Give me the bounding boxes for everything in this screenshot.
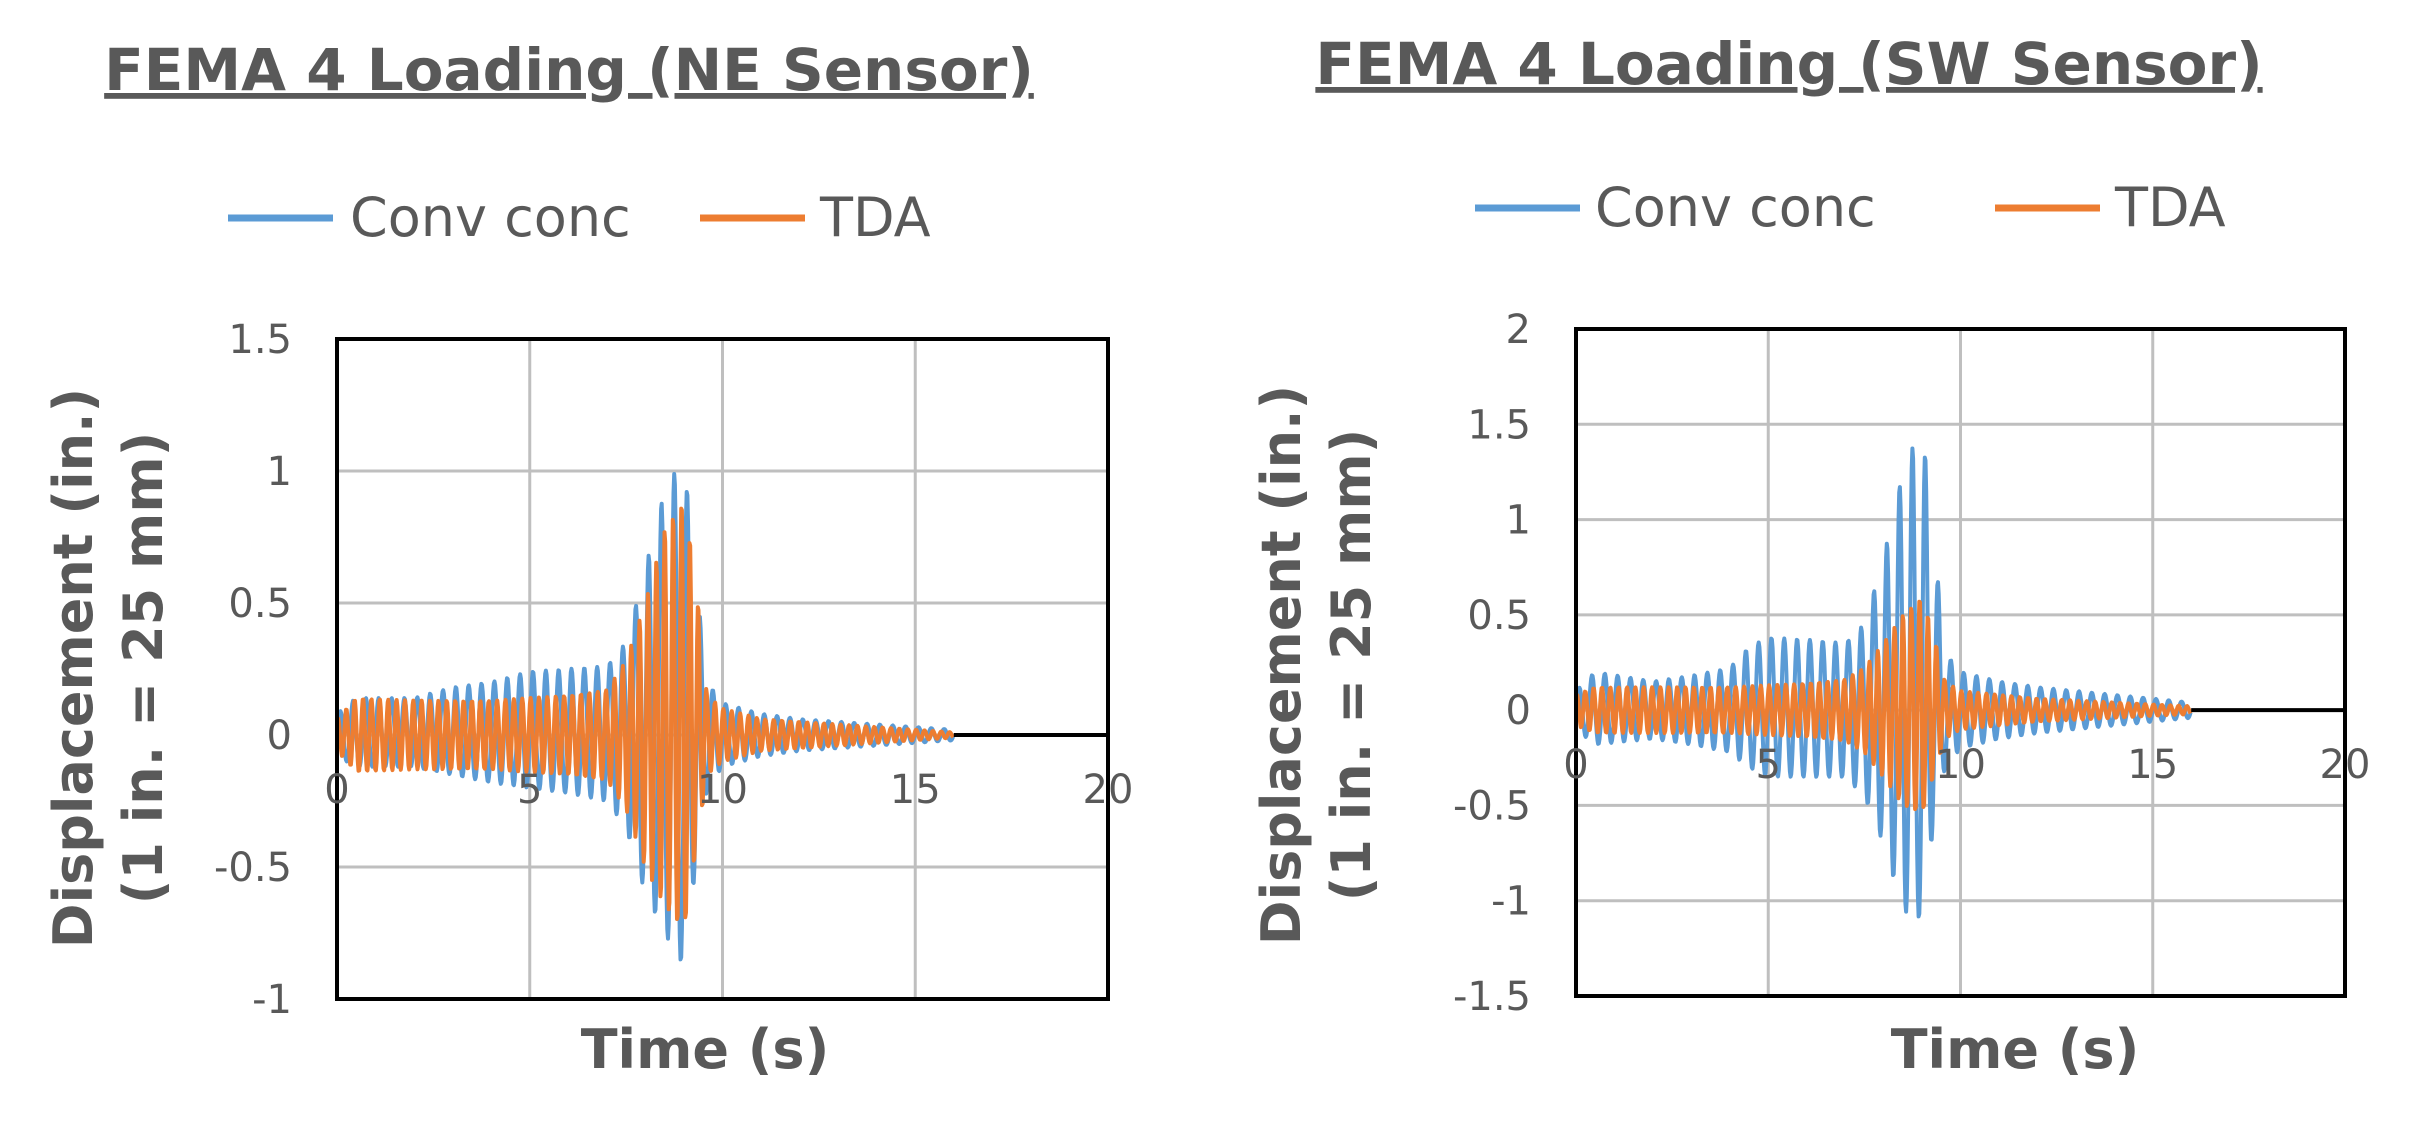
x-axis-title: Time (s): [1891, 1018, 2140, 1081]
chart-title: FEMA 4 Loading (SW Sensor): [1315, 30, 2262, 98]
y-axis-title-line1: Displacement (in.): [42, 388, 105, 949]
x-tick-label: 10: [1935, 742, 1986, 788]
y-axis-ticks: -1.5 -1 -0.5 0 0.5 1 1.5 2: [1453, 307, 1531, 1020]
series-line-tda: [335, 506, 955, 921]
y-tick-label: 0: [1506, 688, 1531, 734]
y-tick-label: 2: [1506, 307, 1531, 353]
y-tick-label: 1: [267, 449, 292, 495]
legend-label-tda: TDA: [819, 186, 931, 249]
x-tick-label: 20: [2320, 742, 2371, 788]
legend: Conv conc TDA: [1475, 176, 2226, 239]
y-axis-title-line2: (1 in. = 25 mm): [112, 432, 175, 905]
gridlines: [1574, 327, 2347, 998]
y-tick-label: 0.5: [1467, 593, 1531, 639]
y-tick-label: 0: [267, 713, 292, 759]
chart-panel-ne-sensor: FEMA 4 Loading (NE Sensor) Conv conc TDA…: [0, 0, 1200, 1122]
x-tick-label: 15: [890, 767, 941, 813]
chart-title: FEMA 4 Loading (NE Sensor): [104, 36, 1034, 104]
y-axis-title-line1: Displacement (in.): [1250, 385, 1313, 946]
x-tick-label: 0: [1563, 742, 1588, 788]
legend-label-conv-conc: Conv conc: [1595, 176, 1876, 239]
chart-ne-sensor: FEMA 4 Loading (NE Sensor) Conv conc TDA…: [42, 36, 1133, 1081]
y-tick-label: -0.5: [214, 845, 292, 891]
legend-label-conv-conc: Conv conc: [350, 186, 631, 249]
y-tick-label: 1: [1506, 498, 1531, 544]
y-tick-label: -1.5: [1453, 974, 1531, 1020]
y-tick-label: -0.5: [1453, 783, 1531, 829]
chart-panel-sw-sensor: FEMA 4 Loading (SW Sensor) Conv conc TDA…: [1200, 0, 2409, 1122]
y-tick-label: 0.5: [228, 581, 292, 627]
legend-label-tda: TDA: [2114, 176, 2226, 239]
plot-area-frame: [335, 337, 1110, 1001]
y-tick-label: -1: [252, 977, 292, 1023]
gridlines: [335, 337, 1110, 1001]
x-tick-label: 20: [1083, 767, 1134, 813]
series-layer: [1574, 446, 2193, 919]
series-line-tda: [1574, 599, 2193, 812]
x-axis-ticks: 0 5 10 15 20: [1563, 742, 2370, 788]
x-tick-label: 10: [697, 767, 748, 813]
x-tick-label: 5: [1756, 742, 1781, 788]
y-axis-ticks: -1 -0.5 0 0.5 1 1.5: [214, 317, 292, 1023]
y-tick-label: 1.5: [228, 317, 292, 363]
x-tick-label: 0: [324, 767, 349, 813]
x-tick-label: 15: [2127, 742, 2178, 788]
chart-sw-sensor: FEMA 4 Loading (SW Sensor) Conv conc TDA…: [1250, 30, 2370, 1081]
series-layer: [335, 472, 956, 962]
x-tick-label: 5: [517, 767, 542, 813]
y-tick-label: -1: [1491, 879, 1531, 925]
legend: Conv conc TDA: [228, 186, 931, 249]
y-tick-label: 1.5: [1467, 402, 1531, 448]
x-axis-ticks: 0 5 10 15 20: [324, 767, 1133, 813]
x-axis-title: Time (s): [581, 1018, 830, 1081]
y-axis-title-line2: (1 in. = 25 mm): [1320, 429, 1383, 902]
plot-area-frame: [1574, 327, 2347, 998]
